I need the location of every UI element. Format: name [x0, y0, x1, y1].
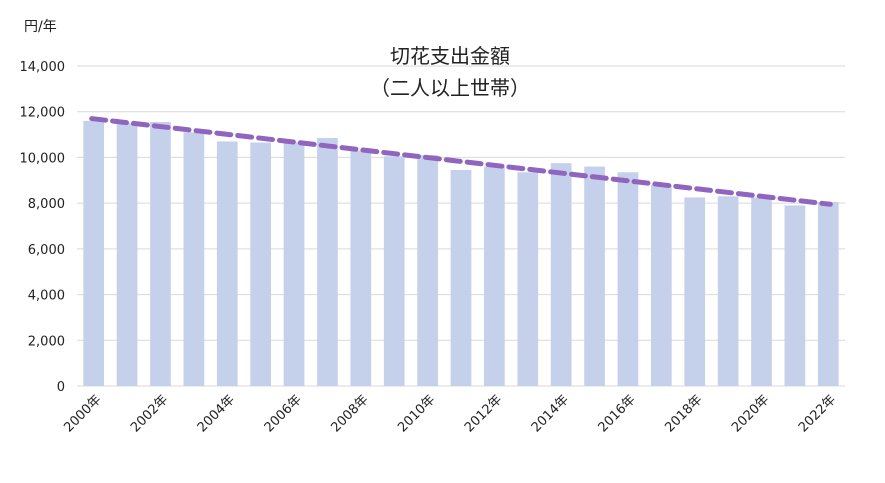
x-tick-label: 2012年: [462, 392, 505, 435]
y-tick-label: 8,000: [28, 197, 65, 212]
bar: [317, 138, 338, 386]
bar: [717, 196, 739, 386]
bar: [650, 184, 672, 386]
bar: [751, 197, 772, 386]
x-tick-label: 2022年: [796, 392, 839, 435]
x-tick-label: 2002年: [128, 392, 171, 435]
trendline: [89, 116, 833, 207]
x-tick-label: 2018年: [662, 392, 705, 435]
bar: [83, 120, 105, 386]
y-tick-label: 14,000: [20, 60, 66, 75]
y-axis-ticks: 0 2,000 4,000 6,000 8,000 10,000 12,000 14,000: [20, 60, 66, 395]
bar: [817, 202, 839, 386]
chart-title: 切花支出金額: [390, 44, 510, 68]
y-tick-label: 12,000: [20, 106, 66, 121]
x-tick-label: 2000年: [61, 392, 104, 435]
y-axis-unit-label: 円/年: [24, 19, 57, 35]
x-axis-ticks: 2000年 2002年 2004年 2006年 2008年 2010年 2012年 2014年…: [61, 392, 839, 435]
y-tick-label: 2,000: [28, 334, 65, 349]
bar: [183, 132, 205, 386]
bar: [550, 163, 572, 386]
x-tick-label: 2010年: [395, 392, 438, 435]
bar-series: [83, 120, 839, 387]
bar: [216, 141, 238, 386]
x-tick-label: 2004年: [195, 392, 238, 435]
x-tick-label: 2016年: [596, 392, 639, 435]
bar: [784, 205, 806, 386]
bar: [450, 170, 472, 386]
x-tick-label: 2008年: [328, 392, 371, 435]
y-tick-label: 6,000: [28, 243, 65, 258]
y-tick-label: 0: [57, 380, 65, 395]
bar: [617, 172, 639, 386]
bar: [484, 166, 505, 386]
x-tick-label: 2006年: [262, 392, 305, 435]
bar: [150, 122, 171, 386]
bar: [584, 166, 605, 386]
bar: [250, 142, 272, 386]
bar: [684, 197, 706, 386]
bar: [116, 123, 138, 387]
chart-subtitle: （二人以上世帯）: [370, 76, 530, 100]
bar: [517, 172, 539, 386]
y-tick-label: 10,000: [20, 151, 66, 166]
bar: [383, 156, 405, 386]
bar: [417, 155, 438, 386]
y-tick-label: 4,000: [28, 289, 65, 304]
x-tick-label: 2020年: [729, 392, 772, 435]
x-tick-label: 2014年: [529, 392, 572, 435]
trendline-group: [89, 116, 833, 207]
bar: [283, 142, 305, 386]
bar: [350, 150, 372, 386]
